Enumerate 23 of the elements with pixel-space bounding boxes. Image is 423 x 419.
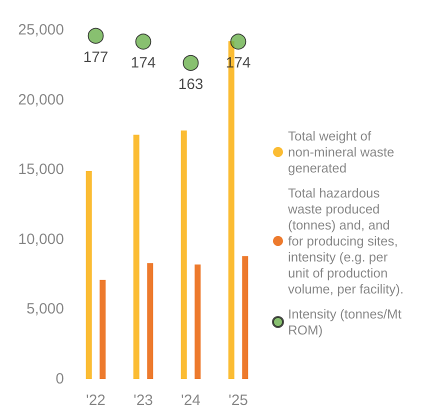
legend-label: Intensity (tonnes/Mt ROM)	[288, 306, 406, 338]
bar	[242, 256, 248, 379]
bar	[147, 263, 154, 379]
bar	[133, 134, 140, 379]
y-tick-label: 15,000	[18, 161, 64, 178]
y-tick-label: 0	[56, 370, 64, 388]
y-tick-label: 5,000	[26, 300, 64, 318]
bar	[86, 170, 92, 379]
y-tick-label: 25,000	[18, 22, 64, 38]
bar	[180, 130, 187, 379]
data-label: 177	[83, 48, 108, 66]
data-label: 174	[130, 54, 156, 72]
y-tick-label: 20,000	[18, 91, 64, 108]
bar	[194, 264, 201, 379]
x-tick-label: '24	[180, 392, 201, 409]
legend-label: Total weight of non-mineral waste generated	[288, 128, 398, 176]
x-tick-label: '22	[86, 392, 106, 409]
y-tick-label: 10,000	[18, 230, 64, 248]
x-tick-label: '25	[228, 392, 248, 409]
bar	[100, 280, 106, 379]
data-label: 163	[178, 76, 204, 93]
x-tick-label: '23	[133, 392, 154, 409]
legend-label: Total hazardous waste produced (tonnes) and, and for producing sites, intensity (e.g. per unit of production volume, per facility).	[287, 186, 404, 296]
